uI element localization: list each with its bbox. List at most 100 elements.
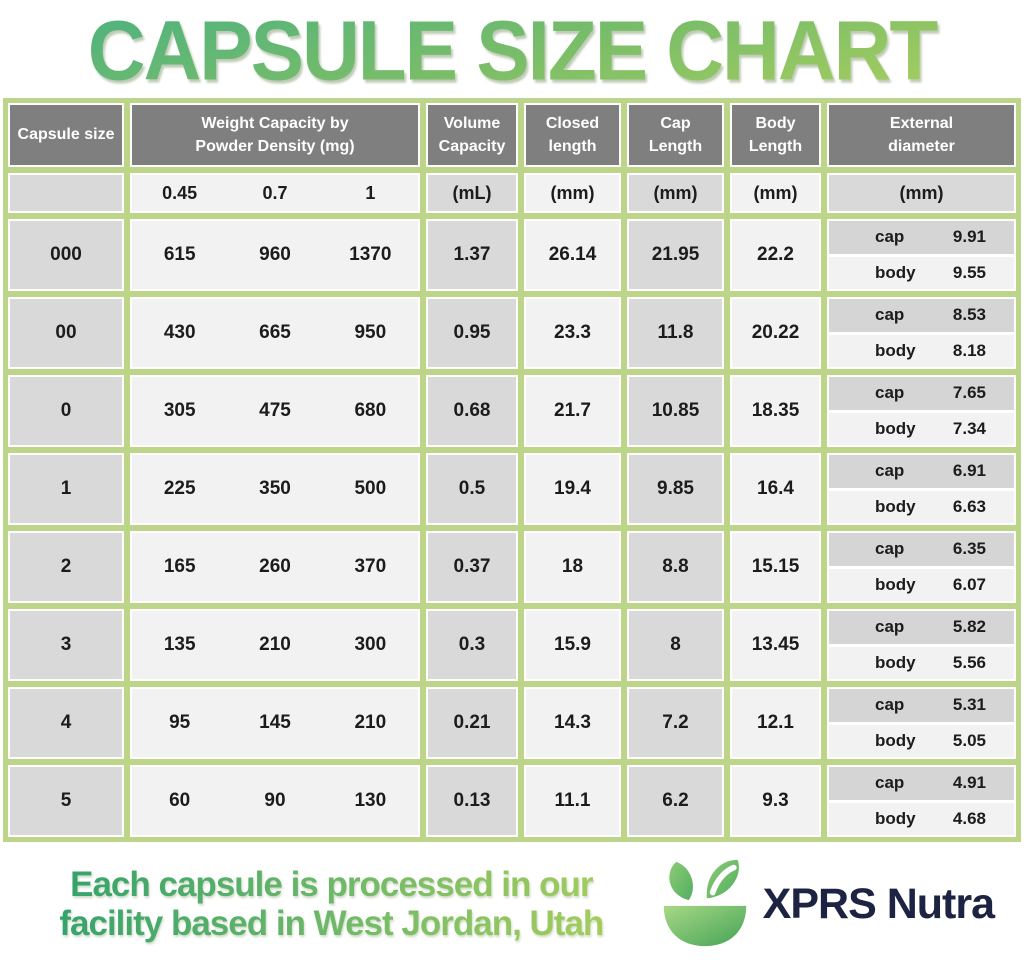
external-body-row: body 4.68 xyxy=(829,802,1014,835)
cap-value: 4.91 xyxy=(952,773,986,793)
weight-045: 615 xyxy=(163,244,196,265)
external-cap-row: cap 4.91 xyxy=(829,767,1014,800)
header-text: Length xyxy=(748,138,803,155)
weight-045: 305 xyxy=(163,400,196,421)
weight-07: 960 xyxy=(259,244,291,265)
units-weight-densities: 0.45 0.7 1 xyxy=(130,173,420,213)
external-cap-row: cap 5.82 xyxy=(829,611,1014,644)
cap-label: cap xyxy=(875,461,905,481)
external-cap-row: cap 6.35 xyxy=(829,533,1014,566)
body-value: 5.05 xyxy=(952,730,986,750)
body-label: body xyxy=(875,262,916,282)
cap-length-cell: 21.95 xyxy=(627,219,724,291)
external-diameter-cell: cap 7.65 body 7.34 xyxy=(827,375,1016,447)
weight-07: 90 xyxy=(264,790,286,811)
weight-1: 500 xyxy=(354,478,387,499)
header-text: Body xyxy=(755,114,796,132)
units-body: (mm) xyxy=(730,173,821,213)
external-body-row: body 5.56 xyxy=(829,646,1014,679)
weight-capacity-cell: 135 210 300 xyxy=(130,609,420,681)
external-cap-row: cap 9.91 xyxy=(829,221,1014,254)
weight-045: 165 xyxy=(163,556,196,577)
external-diameter-cell: cap 9.91 body 9.55 xyxy=(827,219,1016,291)
closed-length-cell: 18 xyxy=(524,531,621,603)
header-text: Cap xyxy=(660,114,691,132)
closed-length-cell: 21.7 xyxy=(524,375,621,447)
weight-1: 950 xyxy=(354,322,387,343)
weight-1: 370 xyxy=(354,556,387,577)
closed-length-cell: 15.9 xyxy=(524,609,621,681)
body-value: 6.63 xyxy=(952,496,986,516)
header-text: Volume xyxy=(443,114,501,132)
weight-1: 680 xyxy=(354,400,387,421)
weight-1: 130 xyxy=(354,790,387,811)
cap-length-cell: 7.2 xyxy=(627,687,724,759)
header-text: Weight Capacity by xyxy=(201,114,349,132)
body-value: 7.34 xyxy=(952,418,986,438)
body-value: 6.07 xyxy=(952,574,986,594)
volume-cell: 0.3 xyxy=(426,609,518,681)
header-closed-length: Closed length xyxy=(524,103,621,167)
capsule-size-cell: 3 xyxy=(8,609,124,681)
brand-logo: XPRS Nutra xyxy=(657,858,1008,950)
volume-cell: 0.5 xyxy=(426,453,518,525)
header-text: Capacity xyxy=(438,138,506,155)
weight-capacity-cell: 165 260 370 xyxy=(130,531,420,603)
cap-label: cap xyxy=(875,539,905,559)
capsule-size-cell: 000 xyxy=(8,219,124,291)
body-length-cell: 18.35 xyxy=(730,375,821,447)
units-volume: (mL) xyxy=(426,173,518,213)
capsule-size-cell: 00 xyxy=(8,297,124,369)
external-cap-row: cap 6.91 xyxy=(829,455,1014,488)
capsule-size-cell: 1 xyxy=(8,453,124,525)
external-diameter-cell: cap 5.82 body 5.56 xyxy=(827,609,1016,681)
cap-value: 5.31 xyxy=(952,695,986,715)
body-label: body xyxy=(875,730,916,750)
units-cap: (mm) xyxy=(627,173,724,213)
density-045: 0.45 xyxy=(162,182,198,203)
capsule-size-cell: 4 xyxy=(8,687,124,759)
external-diameter-cell: cap 6.91 body 6.63 xyxy=(827,453,1016,525)
header-weight-capacity: Weight Capacity by Powder Density (mg) xyxy=(130,103,420,167)
cap-value: 6.35 xyxy=(952,539,986,559)
volume-cell: 0.13 xyxy=(426,765,518,837)
body-label: body xyxy=(875,340,916,360)
body-length-cell: 22.2 xyxy=(730,219,821,291)
header-text: Length xyxy=(648,138,703,155)
weight-045: 430 xyxy=(163,322,196,343)
weight-07: 350 xyxy=(259,478,291,499)
weight-045: 135 xyxy=(163,634,196,655)
external-body-row: body 7.34 xyxy=(829,412,1014,445)
cap-label: cap xyxy=(875,773,905,793)
weight-1: 210 xyxy=(354,712,387,733)
capsule-size-cell: 2 xyxy=(8,531,124,603)
body-length-cell: 16.4 xyxy=(730,453,821,525)
body-length-cell: 12.1 xyxy=(730,687,821,759)
header-text: Powder Density (mg) xyxy=(195,138,355,155)
cap-length-cell: 8.8 xyxy=(627,531,724,603)
external-diameter-cell: cap 5.31 body 5.05 xyxy=(827,687,1016,759)
weight-07: 475 xyxy=(259,400,291,421)
volume-cell: 0.37 xyxy=(426,531,518,603)
weight-capacity-cell: 95 145 210 xyxy=(130,687,420,759)
header-volume-capacity: Volume Capacity xyxy=(426,103,518,167)
weight-045: 60 xyxy=(169,790,191,811)
cap-length-cell: 6.2 xyxy=(627,765,724,837)
cap-label: cap xyxy=(875,227,905,247)
body-length-cell: 15.15 xyxy=(730,531,821,603)
body-value: 5.56 xyxy=(952,652,986,672)
volume-cell: 0.95 xyxy=(426,297,518,369)
body-length-cell: 20.22 xyxy=(730,297,821,369)
page-title: CAPSULE SIZE CHART xyxy=(0,2,1024,100)
brand-name: XPRS Nutra xyxy=(762,879,995,928)
closed-length-cell: 11.1 xyxy=(524,765,621,837)
weight-07: 260 xyxy=(259,556,291,577)
cap-value: 9.91 xyxy=(952,227,986,247)
cap-value: 7.65 xyxy=(952,383,986,403)
header-text: diameter xyxy=(888,138,955,155)
weight-1: 300 xyxy=(354,634,387,655)
header-capsule-size: Capsule size xyxy=(8,103,124,167)
closed-length-cell: 26.14 xyxy=(524,219,621,291)
cap-value: 6.91 xyxy=(952,461,986,481)
